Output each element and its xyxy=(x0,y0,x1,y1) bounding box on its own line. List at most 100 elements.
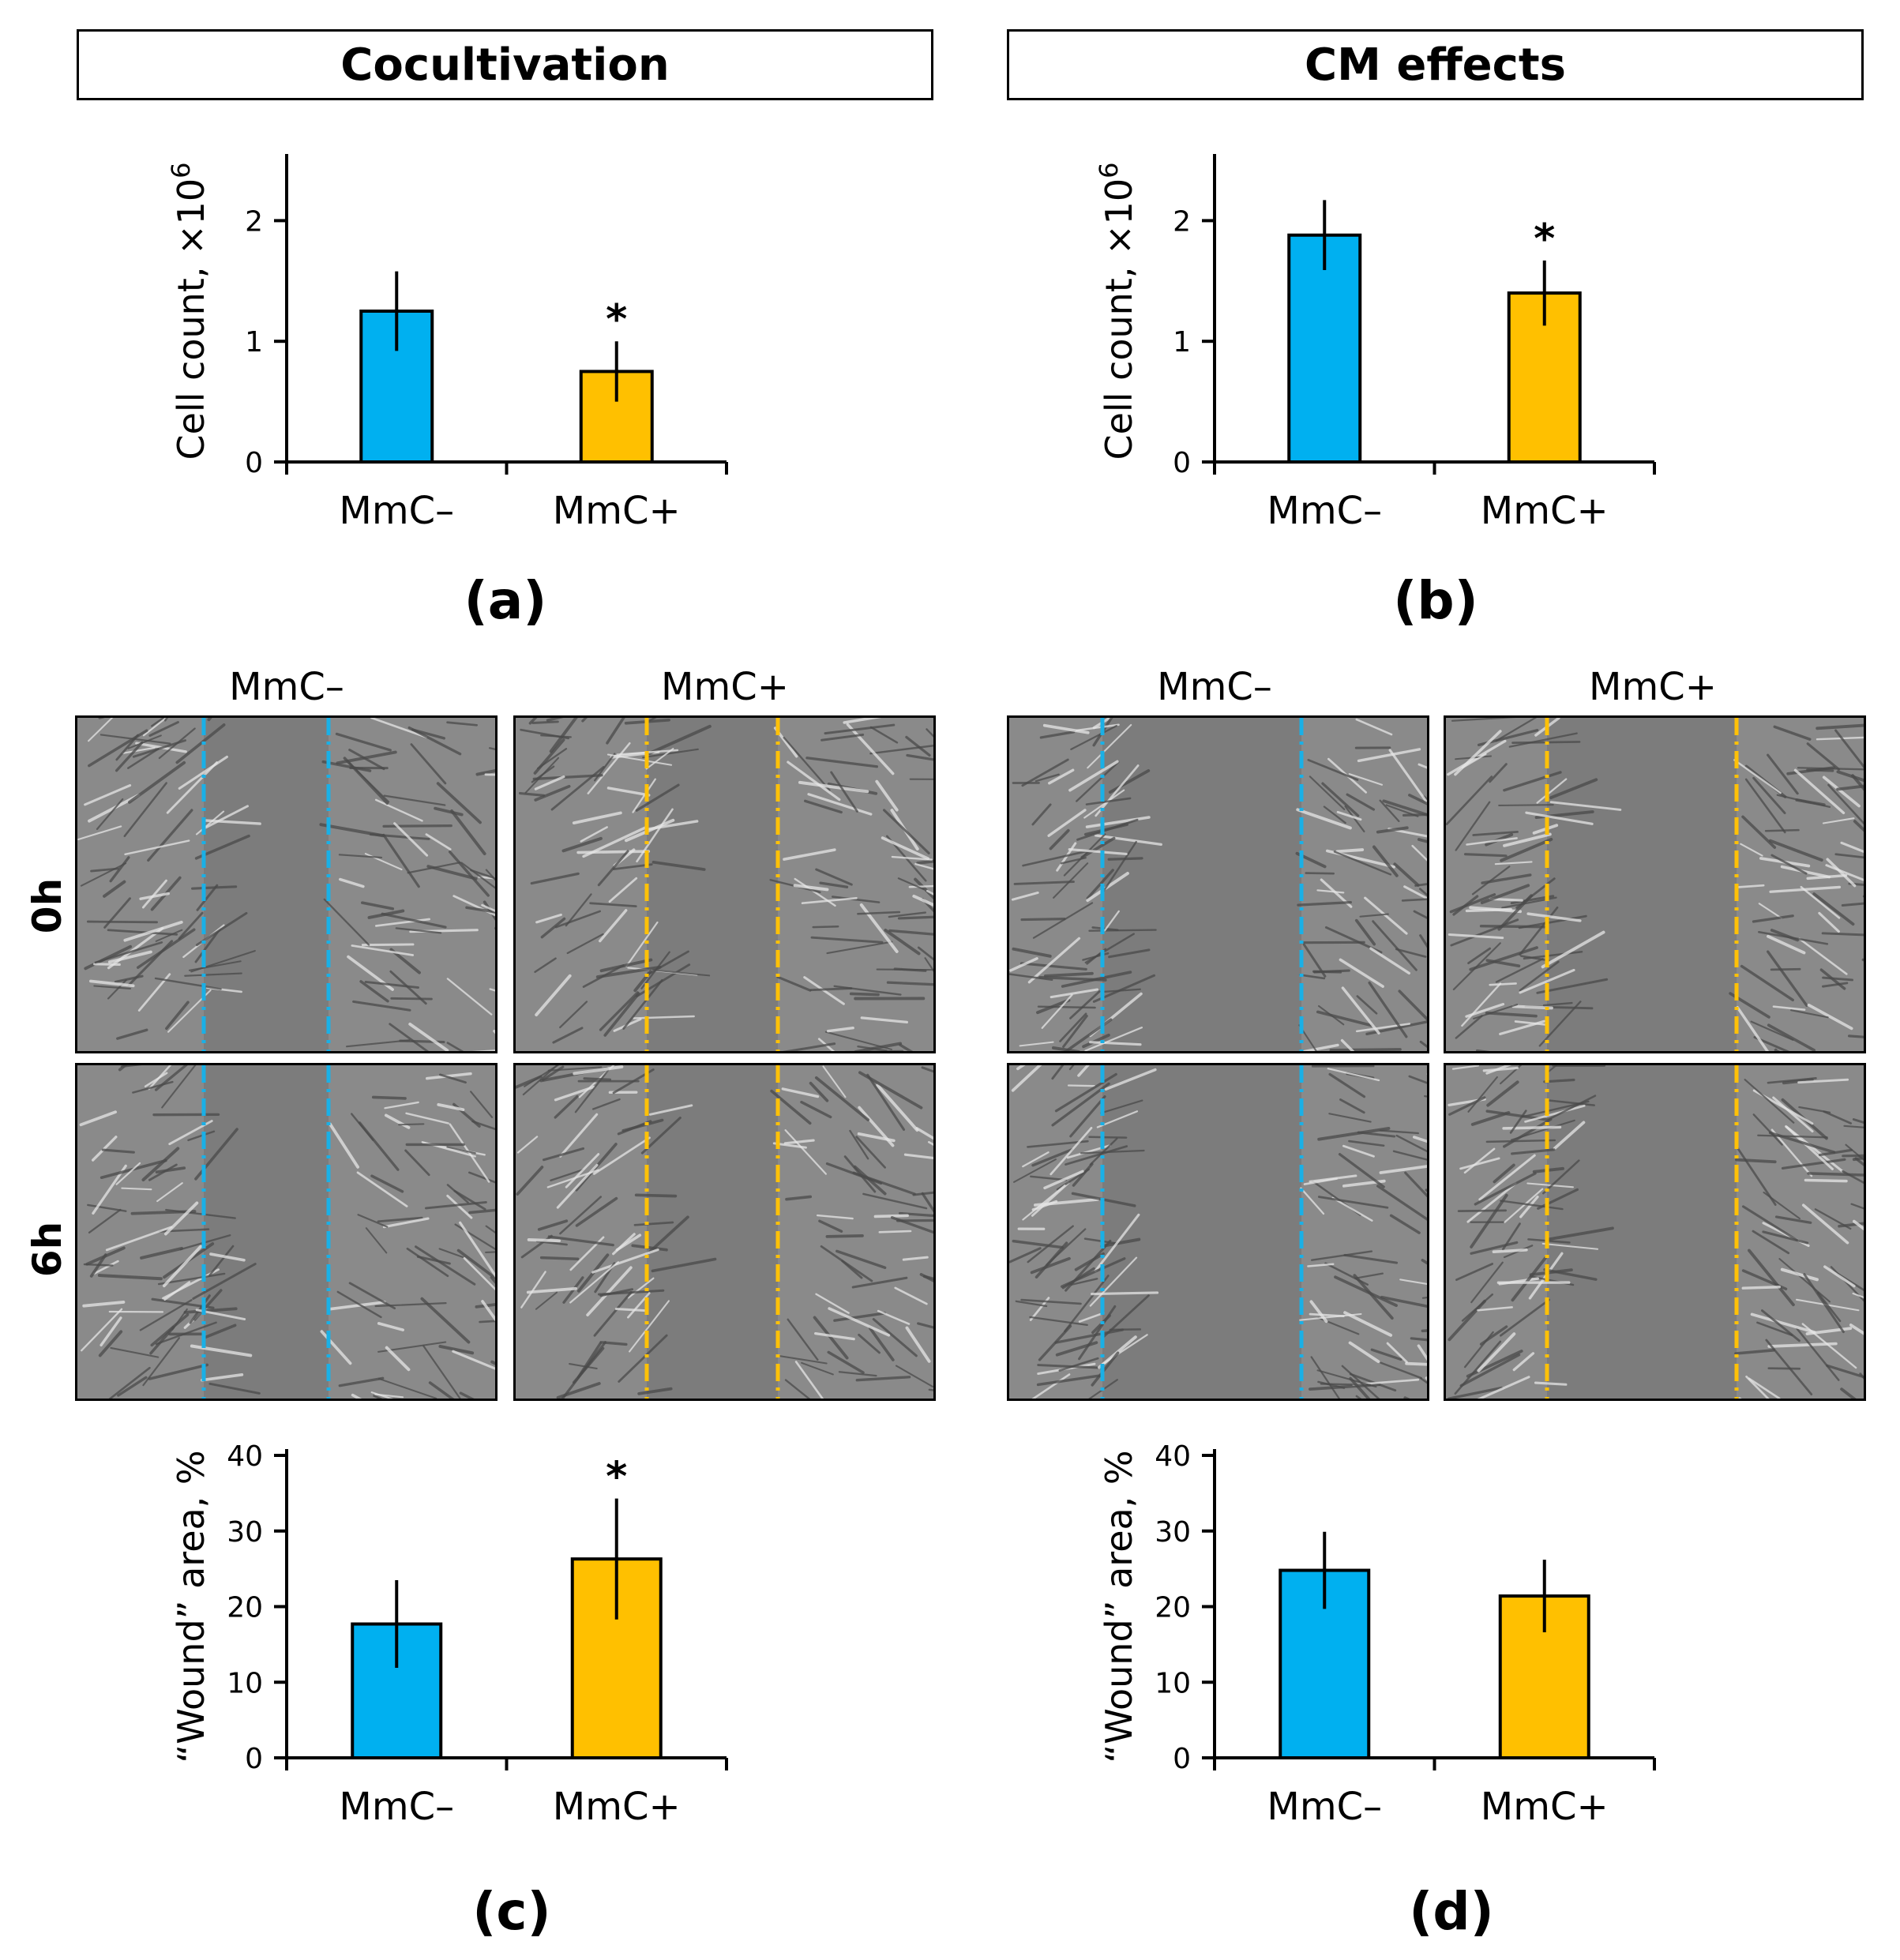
cell-shape xyxy=(1797,1078,1849,1084)
cell-shape xyxy=(591,1098,621,1110)
cell-shape xyxy=(338,1376,385,1387)
cell-shape xyxy=(1526,912,1582,922)
cell-shape xyxy=(1043,1170,1084,1190)
cell-shape xyxy=(1734,1349,1775,1355)
cell-shape xyxy=(92,1260,119,1275)
cell-shape xyxy=(201,1372,244,1382)
cell-shape xyxy=(552,1027,584,1044)
micrograph-drawing xyxy=(1446,718,1864,1051)
cell-shape xyxy=(132,739,187,758)
cell-shape xyxy=(1543,1078,1575,1083)
cell-shape xyxy=(1298,974,1326,980)
cell-shape xyxy=(1797,767,1864,771)
cell-shape xyxy=(815,868,853,886)
cell-shape xyxy=(1467,1076,1498,1113)
cell-shape xyxy=(148,1163,178,1181)
cell-shape xyxy=(1463,853,1508,858)
cell-shape xyxy=(1091,1351,1120,1387)
cell-shape xyxy=(1503,771,1562,792)
cell-shape xyxy=(84,784,132,806)
cell-shape xyxy=(1798,937,1848,975)
cell-shape xyxy=(803,799,843,814)
cell-shape xyxy=(107,950,152,964)
cell-shape xyxy=(127,734,162,749)
cell-shape xyxy=(1466,837,1518,846)
cell-shape xyxy=(1840,1387,1857,1399)
cell-shape xyxy=(1386,1342,1408,1364)
cell-shape xyxy=(422,1345,461,1399)
cell-shape xyxy=(1086,869,1114,900)
cell-shape xyxy=(1762,1230,1809,1245)
cell-shape xyxy=(1039,730,1076,739)
cell-shape xyxy=(547,1235,614,1247)
chart-d-wound-area-cm: 0 10 20 30 40 MmC– MmC+ “Wound” area, % xyxy=(1098,1440,1656,1829)
cell-shape xyxy=(1542,1159,1580,1195)
cell-shape xyxy=(1321,782,1360,817)
cell-shape xyxy=(1780,1267,1819,1282)
cocultivation-section-title: Cocultivation xyxy=(77,29,933,100)
micrograph-drawing xyxy=(1009,718,1427,1051)
cell-shape xyxy=(478,876,495,880)
cell-shape xyxy=(1843,1125,1864,1128)
x-category-label: MmC+ xyxy=(1481,489,1609,533)
cell-shape xyxy=(1470,1193,1508,1248)
cell-shape xyxy=(1387,828,1427,838)
cell-shape xyxy=(348,762,390,803)
cell-shape xyxy=(1767,753,1799,795)
cell-shape xyxy=(542,1147,585,1162)
cell-shape xyxy=(1524,1104,1586,1123)
cell-shape xyxy=(195,911,248,947)
cell-shape xyxy=(787,1318,819,1361)
cell-shape xyxy=(1341,986,1380,1034)
cell-shape xyxy=(404,1149,430,1177)
cell-shape xyxy=(561,836,603,853)
cell-shape xyxy=(1740,964,1794,1002)
cell-shape xyxy=(1083,789,1125,819)
y-tick-label: 0 xyxy=(245,1743,263,1775)
cell-shape xyxy=(908,884,933,888)
cell-shape xyxy=(475,1303,495,1309)
cell-shape xyxy=(897,915,933,920)
cell-shape xyxy=(565,893,592,927)
cell-shape xyxy=(891,855,933,861)
cell-shape xyxy=(141,879,167,909)
cell-shape xyxy=(1021,758,1069,787)
cell-shape xyxy=(1310,1356,1341,1399)
cell-shape xyxy=(1027,937,1081,984)
cell-shape xyxy=(624,818,675,843)
cell-shape xyxy=(382,1217,430,1229)
cell-shape xyxy=(336,1290,382,1319)
cell-shape xyxy=(1735,884,1765,888)
cell-shape xyxy=(569,1363,598,1370)
cell-shape xyxy=(1768,1131,1836,1154)
cell-shape xyxy=(897,877,925,891)
cell-shape xyxy=(323,898,370,946)
cell-shape xyxy=(408,1022,449,1051)
cell-shape xyxy=(1836,770,1864,783)
cell-shape xyxy=(1059,1012,1087,1042)
cell-shape xyxy=(481,1300,495,1322)
cell-shape xyxy=(783,848,836,861)
cell-shape xyxy=(1050,988,1099,999)
cell-shape xyxy=(390,997,433,1001)
cell-shape xyxy=(793,884,829,892)
cell-shape xyxy=(1310,1250,1373,1261)
cell-shape xyxy=(1816,723,1864,730)
cell-shape xyxy=(554,1095,579,1119)
cell-shape xyxy=(178,911,204,940)
cell-shape xyxy=(539,1256,580,1260)
cell-shape xyxy=(385,1346,411,1372)
micrograph-image xyxy=(513,715,936,1053)
cell-shape xyxy=(1740,843,1763,857)
cell-shape xyxy=(824,1031,892,1050)
cell-shape xyxy=(1085,816,1151,828)
cell-shape xyxy=(79,1110,118,1127)
cell-shape xyxy=(1027,1225,1074,1263)
cell-shape xyxy=(1376,1185,1427,1221)
cell-shape xyxy=(537,1219,569,1231)
cell-shape xyxy=(127,940,174,987)
cell-shape xyxy=(87,1203,127,1212)
cell-shape xyxy=(777,1354,828,1365)
cell-shape xyxy=(448,850,490,897)
cell-shape xyxy=(586,1266,633,1317)
